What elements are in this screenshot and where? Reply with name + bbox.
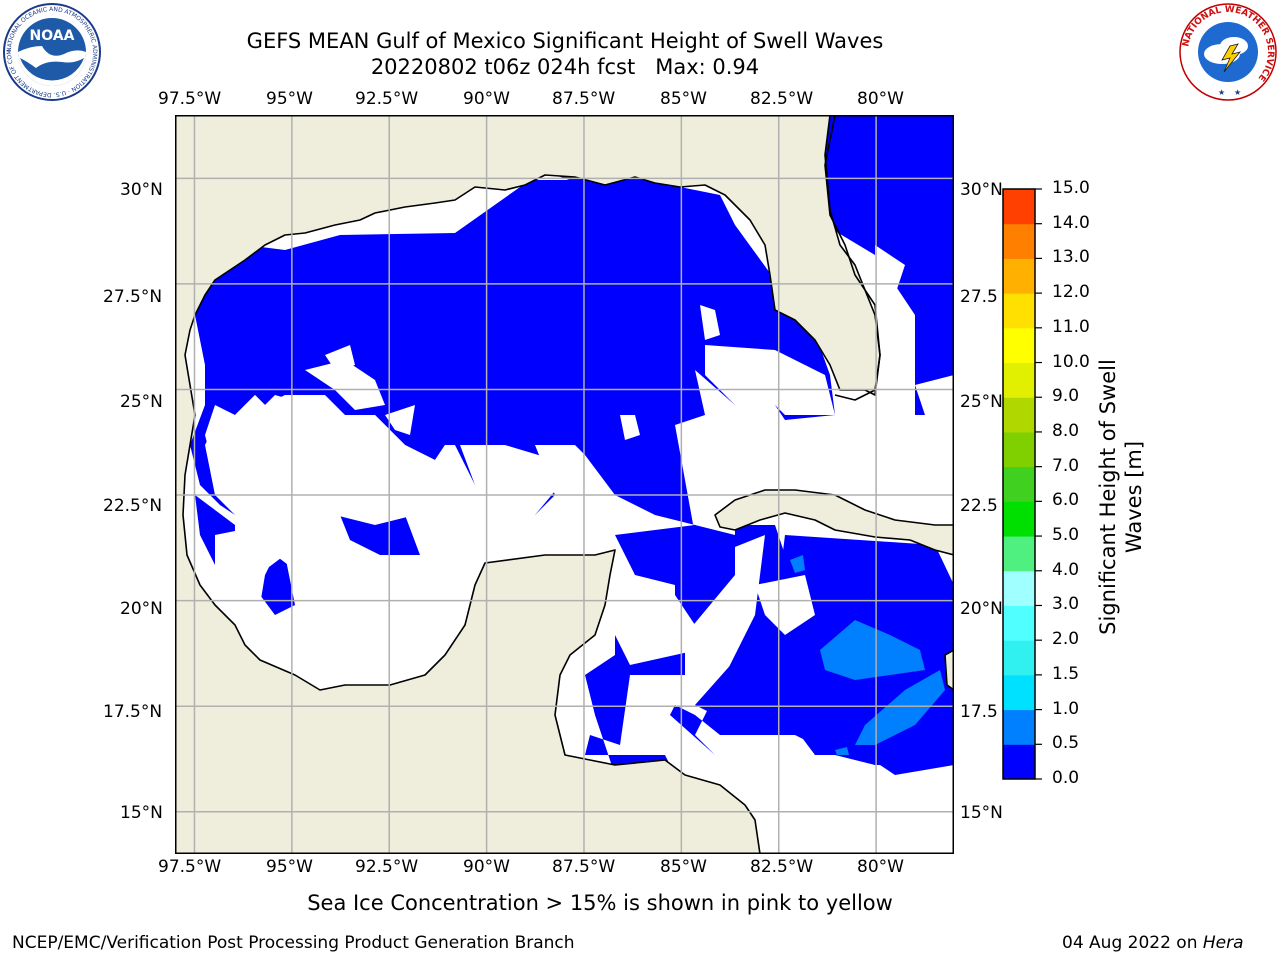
svg-text:★: ★ — [1234, 88, 1241, 97]
noaa-logo-text: NOAA — [30, 28, 75, 44]
lat-label-left: 25°N — [120, 392, 163, 412]
lon-label-bottom: 97.5°W — [158, 857, 222, 877]
colorbar-segment — [1003, 258, 1035, 294]
lat-label-left: 27.5°N — [103, 287, 163, 307]
colorbar-segment — [1003, 397, 1035, 433]
lat-label-right: 17.5 — [960, 702, 998, 722]
colorbar-segment — [1003, 223, 1035, 259]
lat-label-right: 25°N — [960, 392, 1003, 412]
lon-label-top: 90°W — [463, 89, 510, 109]
chart-title: GEFS MEAN Gulf of Mexico Significant Hei… — [246, 29, 884, 53]
footer-date: 04 Aug 2022 on Hera — [1062, 933, 1244, 953]
lat-label-right: 27.5 — [960, 287, 998, 307]
lon-label-top: 85°W — [660, 89, 707, 109]
map-frame — [175, 115, 954, 854]
colorbar-segment — [1003, 536, 1035, 572]
colorbar-tick-label: 12.0 — [1052, 282, 1090, 303]
lat-label-left: 22.5°N — [103, 496, 163, 516]
colorbar-tick-label: 14.0 — [1052, 212, 1090, 233]
lon-label-top: 95°W — [266, 89, 313, 109]
colorbar-tick-label: 9.0 — [1052, 386, 1080, 407]
colorbar-tick-label: 1.5 — [1052, 663, 1080, 684]
footer-branch: NCEP/EMC/Verification Post Processing Pr… — [12, 933, 575, 953]
colorbar-tick-label: 0.5 — [1052, 733, 1080, 754]
lon-label-bottom: 82.5°W — [750, 857, 814, 877]
lat-label-right: 22.5 — [960, 496, 998, 516]
colorbar-segment — [1003, 189, 1035, 225]
colorbar-label-wrap: Significant Height of Swell Waves [m] — [1096, 359, 1161, 635]
colorbar-tick-label: 11.0 — [1052, 316, 1090, 337]
lat-label-left: 20°N — [120, 599, 163, 619]
colorbar-segment — [1003, 327, 1035, 364]
swell-map — [175, 115, 954, 854]
lon-label-top: 87.5°W — [552, 89, 616, 109]
colorbar-segment — [1003, 605, 1035, 641]
colorbar-label-text: Significant Height of Swell Waves [m] — [1096, 359, 1146, 635]
colorbar-segment — [1003, 293, 1035, 329]
lon-label-top: 82.5°W — [750, 89, 814, 109]
colorbar-tick-label: 8.0 — [1052, 420, 1080, 441]
lat-label-right: 20°N — [960, 599, 1003, 619]
chart-subtitle: 20220802 t06z 024h fcst Max: 0.94 — [370, 55, 760, 79]
lon-label-bottom: 87.5°W — [552, 857, 616, 877]
lat-label-left: 17.5°N — [103, 702, 163, 722]
colorbar-segment — [1003, 640, 1035, 676]
nws-logo: NATIONAL WEATHER SERVICE ★ ★ — [1179, 3, 1277, 101]
colorbar-segment — [1003, 709, 1035, 745]
colorbar-tick-label: 10.0 — [1052, 351, 1090, 372]
svg-text:★: ★ — [1218, 88, 1225, 97]
lon-label-bottom: 90°W — [463, 857, 510, 877]
colorbar-tick-label: 2.0 — [1052, 629, 1080, 650]
colorbar-tick-label: 1.0 — [1052, 698, 1080, 719]
lon-label-top: 97.5°W — [158, 89, 222, 109]
colorbar — [1002, 188, 1042, 780]
lon-label-top: 92.5°W — [355, 89, 419, 109]
lon-label-bottom: 85°W — [660, 857, 707, 877]
colorbar-tick-label: 7.0 — [1052, 455, 1080, 476]
colorbar-segment — [1003, 570, 1035, 606]
lat-label-right: 30°N — [960, 180, 1003, 200]
footer-date-text: 04 Aug 2022 on — [1062, 933, 1203, 953]
sea-ice-caption: Sea Ice Concentration > 15% is shown in … — [307, 891, 893, 915]
footer-host: Hera — [1202, 933, 1244, 953]
colorbar-segment — [1003, 744, 1035, 780]
colorbar-segment — [1003, 431, 1035, 468]
colorbar-tick-label: 0.0 — [1052, 768, 1080, 788]
colorbar-segment — [1003, 362, 1035, 398]
colorbar-segment — [1003, 466, 1035, 502]
lon-label-bottom: 92.5°W — [355, 857, 419, 877]
lon-label-top: 80°W — [857, 89, 904, 109]
colorbar-tick-label: 4.0 — [1052, 559, 1080, 580]
lat-label-right: 15°N — [960, 803, 1003, 823]
graticule — [175, 115, 954, 854]
lat-label-left: 15°N — [120, 803, 163, 823]
lat-label-left: 30°N — [120, 180, 163, 200]
colorbar-segment — [1003, 674, 1035, 711]
colorbar-tick-label: 6.0 — [1052, 490, 1080, 511]
colorbar-label: Significant Height of Swell Waves [m] — [1095, 227, 1147, 767]
colorbar-tick-label: 3.0 — [1052, 594, 1080, 615]
swell-gaps — [205, 245, 954, 665]
colorbar-segment — [1003, 501, 1035, 537]
noaa-logo: NATIONAL OCEANIC AND ATMOSPHERIC ADMINIS… — [2, 2, 101, 101]
colorbar-tick-label: 13.0 — [1052, 247, 1090, 268]
colorbar-tick-label: 5.0 — [1052, 525, 1080, 546]
lon-label-bottom: 80°W — [857, 857, 904, 877]
colorbar-tick-label: 15.0 — [1052, 178, 1090, 198]
lon-label-bottom: 95°W — [266, 857, 313, 877]
